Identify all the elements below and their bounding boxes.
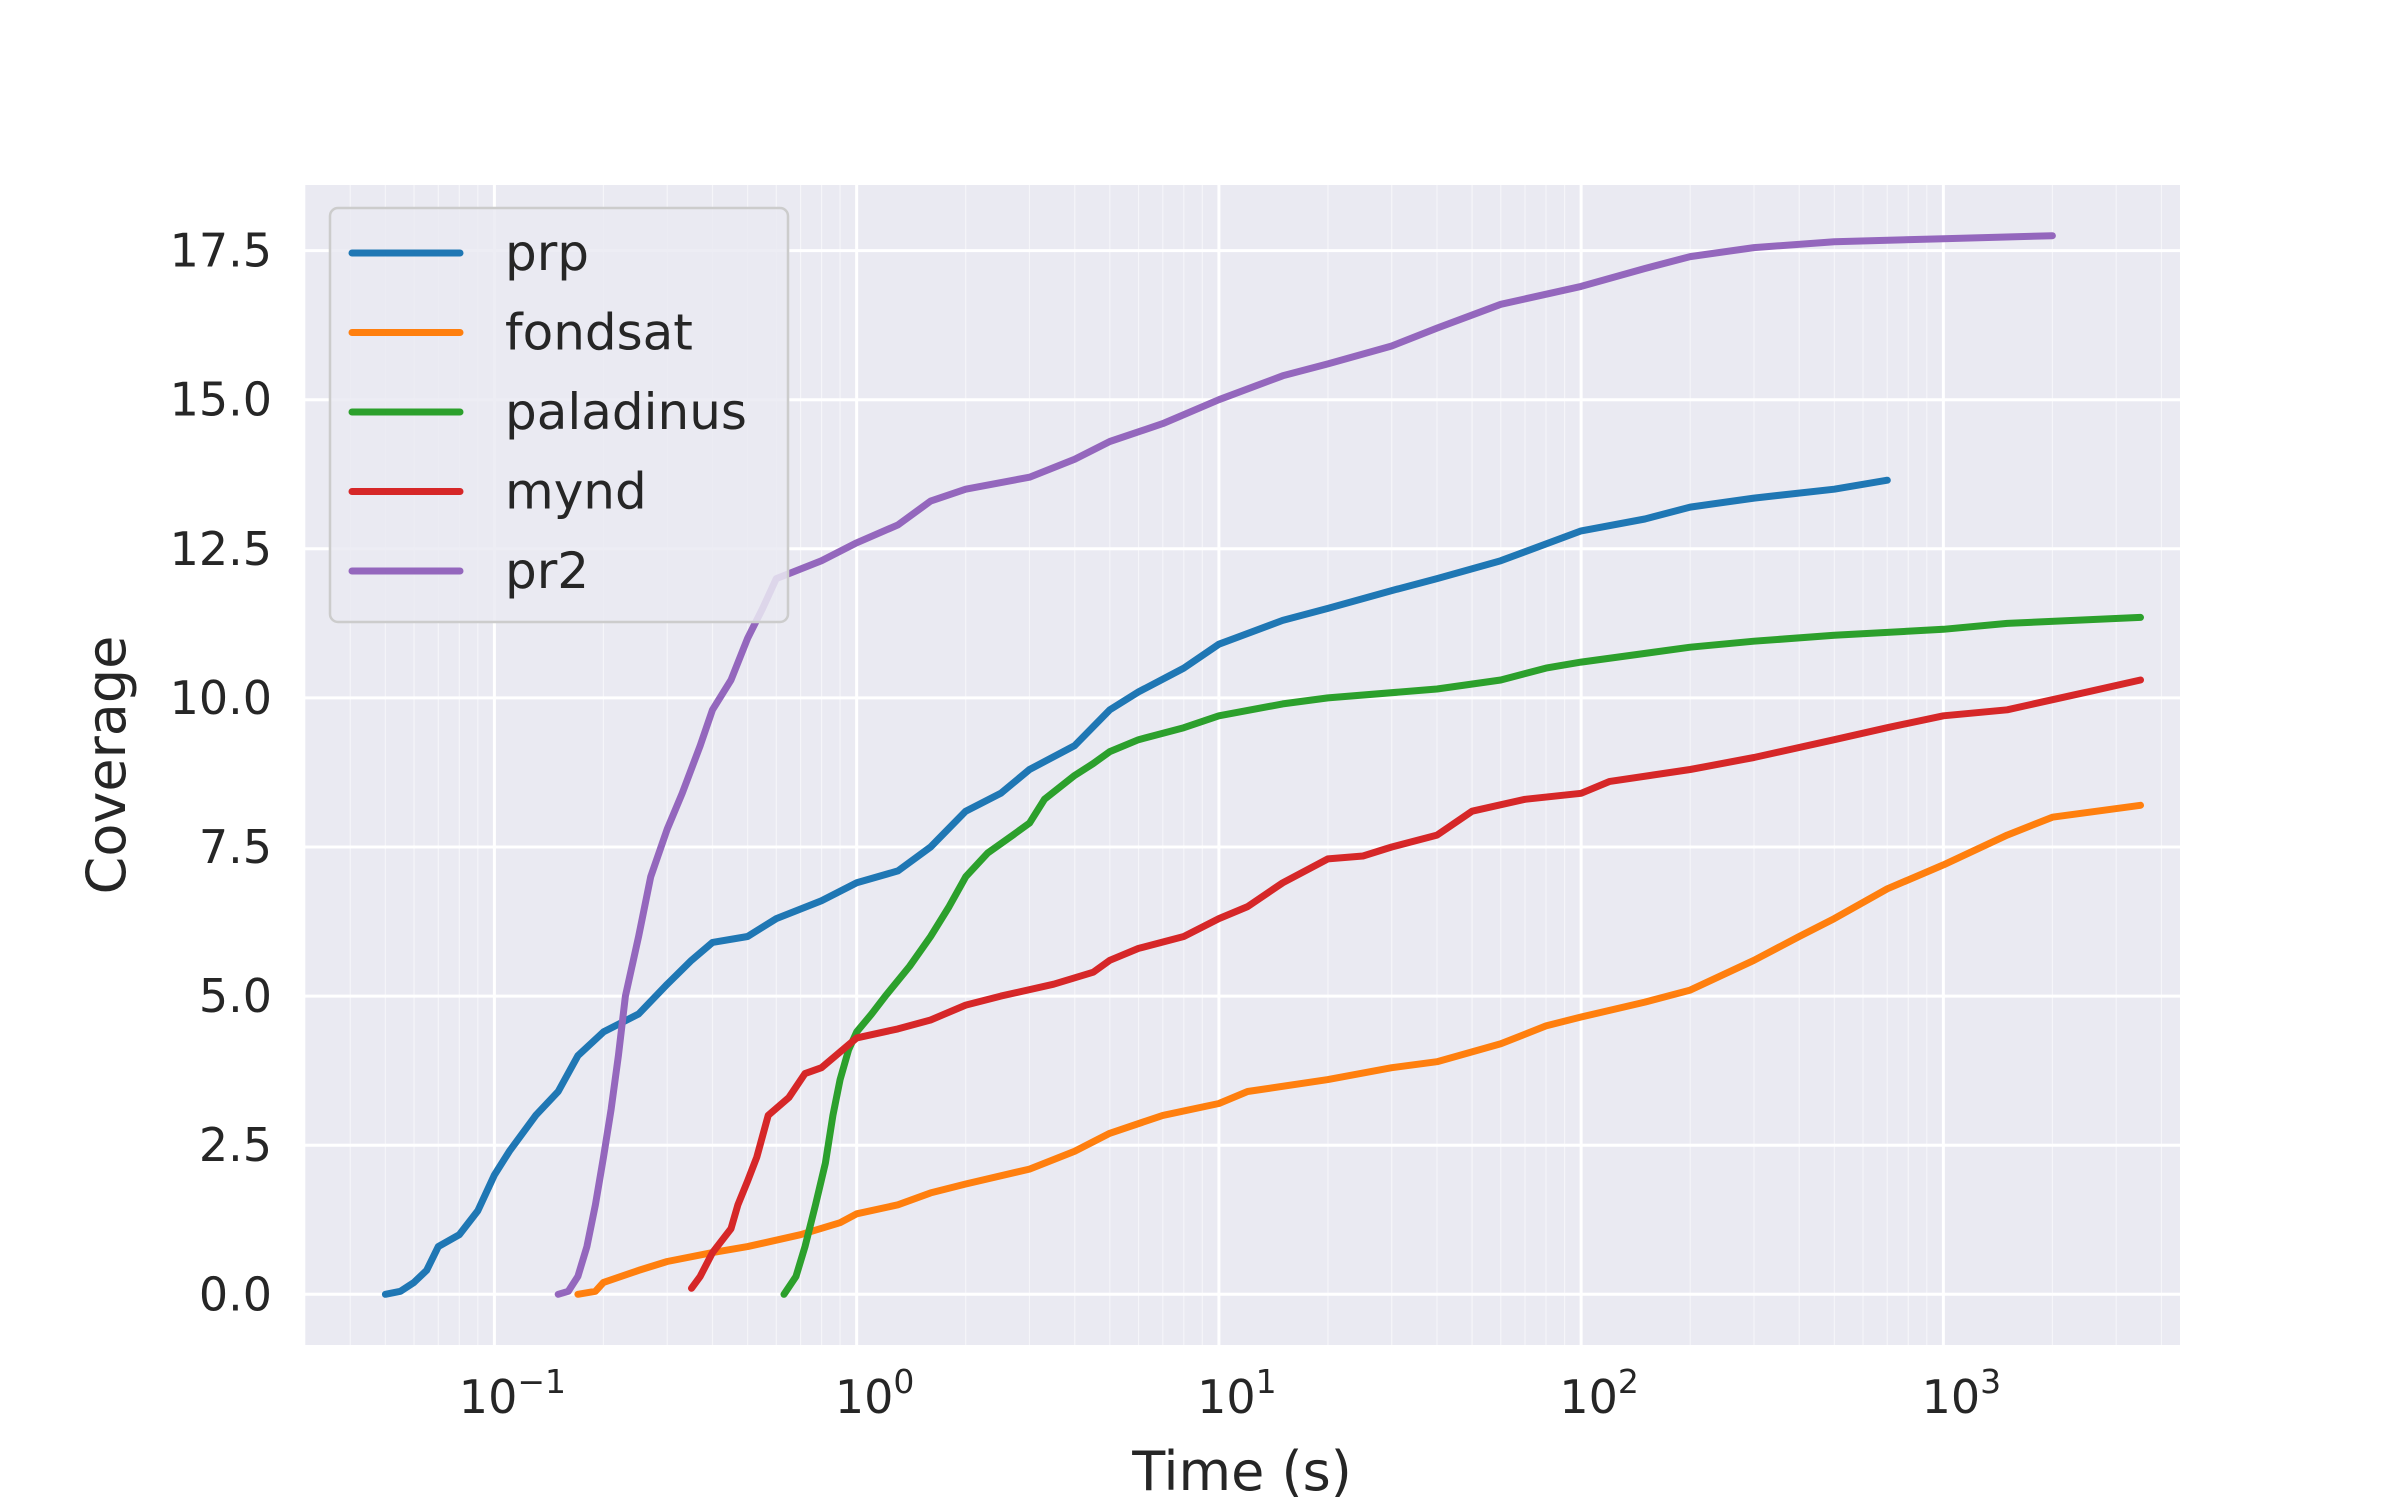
x-axis-label: Time (s): [1131, 1440, 1352, 1500]
y-tick-label: 5.0: [199, 969, 272, 1023]
y-tick-label: 10.0: [170, 671, 272, 725]
legend-label-fondsat: fondsat: [505, 304, 693, 362]
y-tick-label: 0.0: [199, 1267, 272, 1321]
series-line-prp: [381, 476, 1891, 1298]
y-tick-label: 17.5: [170, 224, 272, 278]
series-line-fondsat: [574, 801, 2144, 1298]
y-axis-label: Coverage: [75, 636, 138, 895]
legend-label-prp: prp: [505, 224, 589, 282]
y-tick-label: 7.5: [199, 820, 272, 874]
x-tick-label: 102: [1559, 1362, 1639, 1424]
series-line-paladinus: [780, 613, 2144, 1298]
legend-label-mynd: mynd: [505, 463, 647, 521]
y-tick-label: 12.5: [170, 522, 272, 576]
x-tick-label: 101: [1197, 1362, 1277, 1424]
series-line-mynd: [688, 676, 2144, 1292]
x-tick-label: 10−1: [459, 1362, 566, 1424]
y-tick-labels: 0.0 2.5 5.0 7.5 10.0 12.5 15.0 17.5: [170, 224, 272, 1322]
x-tick-labels: 10−1 100 101 102 103: [459, 1362, 2001, 1424]
legend-label-pr2: pr2: [505, 542, 589, 600]
legend-box: [328, 206, 790, 624]
series-line-pr2: [554, 232, 2056, 1298]
y-tick-label: 2.5: [199, 1118, 272, 1172]
series-layer: [381, 232, 2144, 1298]
legend: prp fondsat paladinus mynd pr2: [328, 206, 790, 624]
x-tick-label: 103: [1922, 1362, 2002, 1424]
legend-label-paladinus: paladinus: [505, 383, 747, 441]
y-tick-label: 15.0: [170, 373, 272, 427]
x-tick-label: 100: [835, 1362, 915, 1424]
